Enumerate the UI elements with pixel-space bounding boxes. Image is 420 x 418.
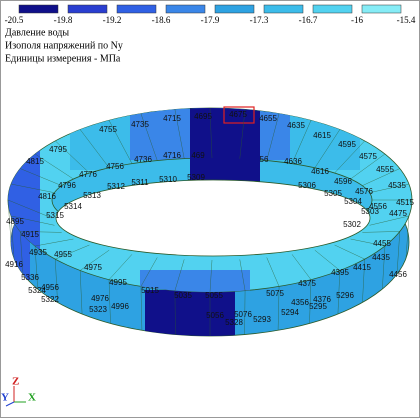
element-label: 4735 bbox=[131, 120, 149, 129]
header-line: Единицы измерения - МПа bbox=[5, 53, 121, 64]
element-label: 56 bbox=[260, 155, 269, 164]
element-label: 4575 bbox=[359, 152, 377, 161]
element-label: 5293 bbox=[253, 315, 271, 324]
element-label: 4756 bbox=[106, 162, 124, 171]
legend-swatch bbox=[68, 5, 107, 13]
element-label: 5314 bbox=[64, 202, 82, 211]
legend-tick-label: -17.3 bbox=[250, 15, 269, 25]
element-label: 5336 bbox=[21, 273, 39, 282]
element-label: 4995 bbox=[109, 278, 127, 287]
header-line: Давление воды bbox=[5, 27, 69, 38]
element-label: 4616 bbox=[311, 167, 329, 176]
element-label: 5056 bbox=[206, 311, 224, 320]
element-label: 4755 bbox=[99, 125, 117, 134]
element-label: 4655 bbox=[259, 114, 277, 123]
element-label: 4935 bbox=[29, 248, 47, 257]
element-label: 5296 bbox=[336, 291, 354, 300]
legend-swatch bbox=[19, 5, 58, 13]
element-label: 4816 bbox=[38, 192, 56, 201]
element-label: 4576 bbox=[355, 187, 373, 196]
legend-swatch bbox=[313, 5, 352, 13]
element-label: 5294 bbox=[281, 308, 299, 317]
element-label: 5310 bbox=[159, 175, 177, 184]
element-label: 4996 bbox=[111, 302, 129, 311]
element-label: 4456 bbox=[389, 270, 407, 279]
element-label: 5305 bbox=[324, 189, 342, 198]
element-label: 4455 bbox=[373, 239, 391, 248]
element-label: 5311 bbox=[131, 178, 149, 187]
element-label: 4555 bbox=[376, 165, 394, 174]
element-label: 4595 bbox=[338, 140, 356, 149]
legend-swatch bbox=[362, 5, 401, 13]
legend-tick-label: -19.8 bbox=[54, 15, 73, 25]
element-label: 5055 bbox=[205, 291, 223, 300]
viewport: 4815 4795 4755 4735 4715 4695 4675 4655 4635 4615… bbox=[0, 0, 420, 418]
legend-tick-label: -20.5 bbox=[5, 15, 24, 25]
element-label: 4375 bbox=[298, 279, 316, 288]
element-label: 4435 bbox=[372, 253, 390, 262]
element-label: 4636 bbox=[284, 157, 302, 166]
ring-hole bbox=[56, 180, 370, 256]
header-line: Изополя напряжений по Ny bbox=[5, 40, 123, 51]
element-label: 4776 bbox=[79, 170, 97, 179]
element-label: 4915 bbox=[21, 230, 39, 239]
element-label: 4596 bbox=[334, 177, 352, 186]
element-label: 5312 bbox=[107, 182, 125, 191]
element-label: 4795 bbox=[49, 145, 67, 154]
element-label: 4916 bbox=[5, 260, 23, 269]
element-label: 5306 bbox=[298, 181, 316, 190]
legend-swatch bbox=[117, 5, 156, 13]
legend-tick-label: -16.7 bbox=[299, 15, 318, 25]
y-label: Y bbox=[1, 392, 9, 404]
element-label: 4716 bbox=[163, 151, 181, 160]
x-label: X bbox=[28, 392, 36, 404]
element-label: 4715 bbox=[163, 114, 181, 123]
element-label: 4815 bbox=[26, 157, 44, 166]
element-label: 4356 bbox=[291, 298, 309, 307]
element-label: 4635 bbox=[287, 121, 305, 130]
element-label: 5303 bbox=[361, 207, 379, 216]
element-label: 469 bbox=[191, 151, 205, 160]
legend-tick-label: -18.6 bbox=[152, 15, 171, 25]
legend-tick-label: -16 bbox=[351, 15, 363, 25]
element-label: 4675 bbox=[229, 110, 247, 119]
element-label: 4395 bbox=[331, 268, 349, 277]
legend-swatch bbox=[215, 5, 254, 13]
legend-tick-label: -19.2 bbox=[103, 15, 122, 25]
element-label: 4535 bbox=[388, 181, 406, 190]
element-label: 4475 bbox=[389, 209, 407, 218]
element-label: 4796 bbox=[58, 181, 76, 190]
legend-tick-label: -17.9 bbox=[201, 15, 220, 25]
element-label: 4415 bbox=[353, 263, 371, 272]
element-label: 4695 bbox=[194, 112, 212, 121]
element-label: 4515 bbox=[396, 198, 414, 207]
legend-swatch bbox=[264, 5, 303, 13]
element-label: 5328 bbox=[225, 318, 243, 327]
element-label: 5302 bbox=[343, 220, 361, 229]
element-label: 5295 bbox=[309, 302, 327, 311]
element-label: 4895 bbox=[6, 217, 24, 226]
element-label: 4975 bbox=[84, 263, 102, 272]
element-label: 5075 bbox=[266, 289, 284, 298]
element-label: 4736 bbox=[134, 155, 152, 164]
element-label: 4615 bbox=[313, 131, 331, 140]
element-label: 5313 bbox=[83, 191, 101, 200]
element-label: 5035 bbox=[174, 291, 192, 300]
element-label: 5323 bbox=[89, 305, 107, 314]
z-label: Z bbox=[12, 376, 19, 388]
legend-tick-label: -15.4 bbox=[397, 15, 416, 25]
element-label: 5304 bbox=[344, 197, 362, 206]
element-label: 5322 bbox=[41, 295, 59, 304]
element-label: 5015 bbox=[141, 286, 159, 295]
element-label: 5324 bbox=[28, 286, 46, 295]
element-label: 4976 bbox=[91, 294, 109, 303]
legend-swatch bbox=[166, 5, 205, 13]
element-label: 4955 bbox=[54, 250, 72, 259]
element-label: 5309 bbox=[187, 173, 205, 182]
element-label: 5315 bbox=[46, 211, 64, 220]
